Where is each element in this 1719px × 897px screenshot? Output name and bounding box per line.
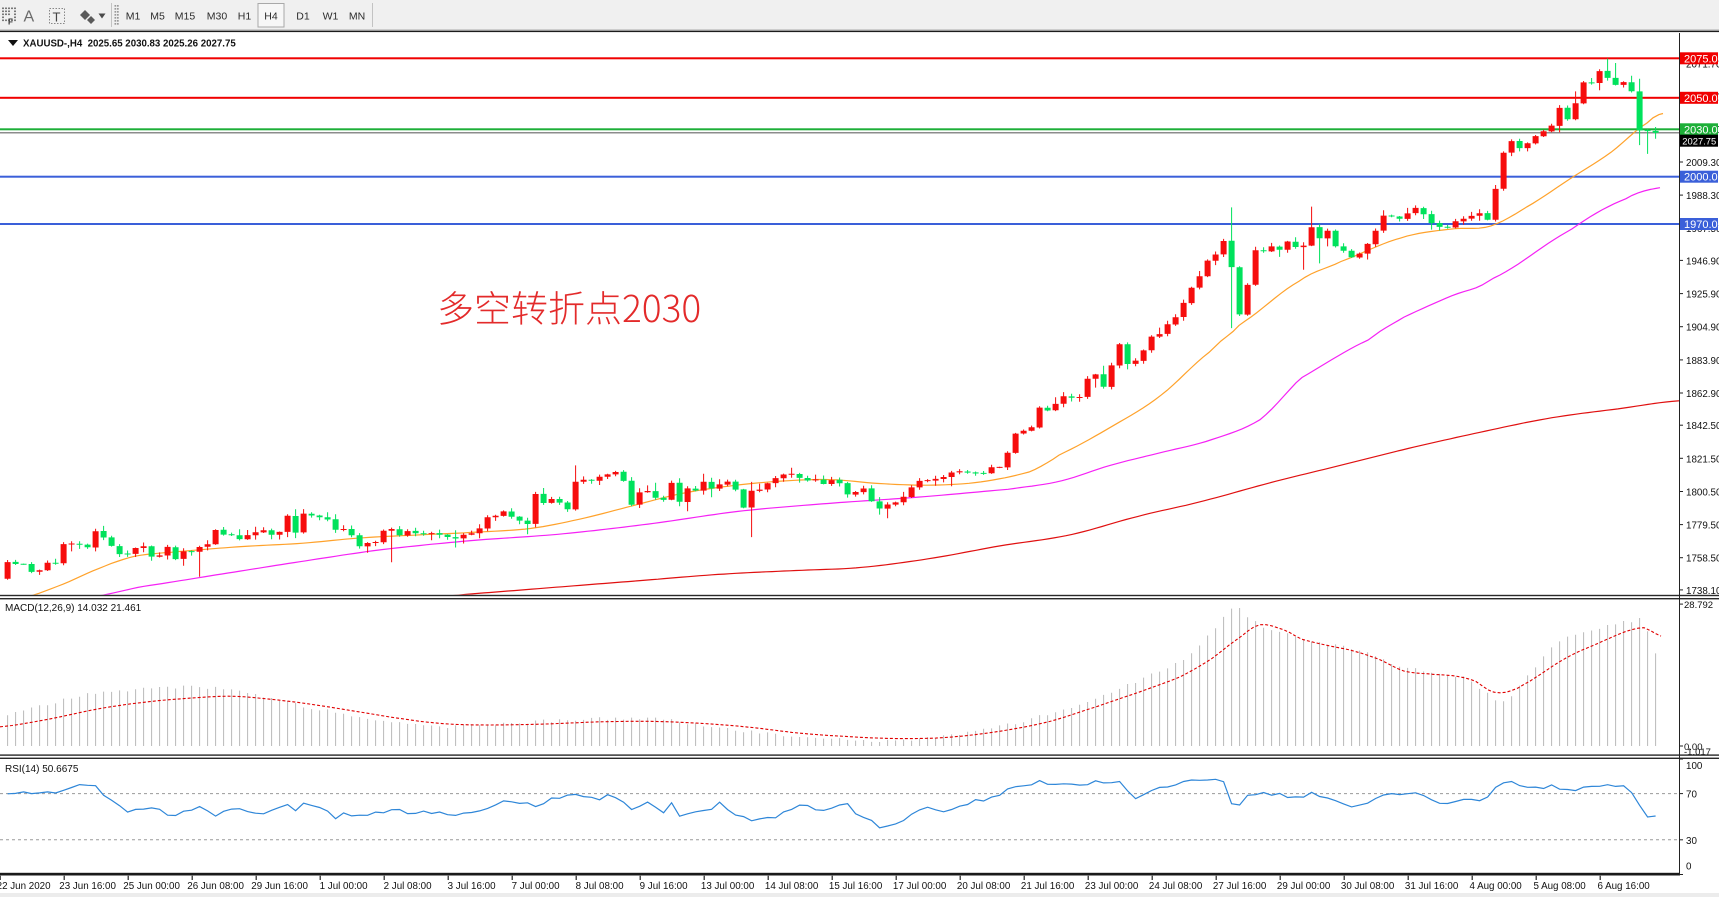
svg-text:RSI(14) 50.6675: RSI(14) 50.6675 (5, 764, 79, 775)
svg-text:1988.30: 1988.30 (1686, 191, 1719, 202)
svg-text:1800.50: 1800.50 (1686, 488, 1719, 499)
svg-text:XAUUSD-,H4 2025.65 2030.83 20: XAUUSD-,H4 2025.65 2030.83 2025.26 2027.… (23, 39, 236, 50)
svg-text:70: 70 (1686, 790, 1697, 801)
svg-text:29 Jul 00:00: 29 Jul 00:00 (1277, 881, 1331, 892)
svg-text:26 Jun 08:00: 26 Jun 08:00 (187, 881, 244, 892)
svg-text:1970.00: 1970.00 (1684, 219, 1719, 231)
svg-text:9 Jul 16:00: 9 Jul 16:00 (640, 881, 688, 892)
svg-text:5 Aug 08:00: 5 Aug 08:00 (1533, 881, 1586, 892)
svg-text:1925.90: 1925.90 (1686, 290, 1719, 301)
svg-text:8 Jul 08:00: 8 Jul 08:00 (576, 881, 624, 892)
svg-text:M5: M5 (150, 11, 165, 23)
svg-text:14 Jul 08:00: 14 Jul 08:00 (765, 881, 819, 892)
svg-text:27 Jul 16:00: 27 Jul 16:00 (1213, 881, 1267, 892)
svg-text:21 Jul 16:00: 21 Jul 16:00 (1021, 881, 1075, 892)
svg-text:2000.00: 2000.00 (1684, 172, 1719, 184)
svg-text:2075.00: 2075.00 (1684, 53, 1719, 65)
svg-text:1738.10: 1738.10 (1686, 586, 1719, 597)
svg-text:28.792: 28.792 (1684, 600, 1713, 611)
svg-text:20 Jul 08:00: 20 Jul 08:00 (957, 881, 1011, 892)
svg-text:1883.90: 1883.90 (1686, 356, 1719, 367)
svg-text:31 Jul 16:00: 31 Jul 16:00 (1405, 881, 1459, 892)
svg-text:30 Jul 08:00: 30 Jul 08:00 (1341, 881, 1395, 892)
svg-text:2071.70: 2071.70 (1686, 60, 1719, 71)
svg-text:22 Jun 2020: 22 Jun 2020 (0, 881, 51, 892)
svg-text:6 Aug 16:00: 6 Aug 16:00 (1597, 881, 1650, 892)
svg-text:1946.90: 1946.90 (1686, 256, 1719, 267)
svg-text:T: T (53, 10, 61, 25)
svg-text:F: F (8, 18, 13, 27)
svg-text:0.00: 0.00 (1684, 742, 1703, 753)
svg-text:2027.75: 2027.75 (1682, 135, 1716, 146)
svg-text:1821.50: 1821.50 (1686, 454, 1719, 465)
svg-text:4 Aug 00:00: 4 Aug 00:00 (1469, 881, 1522, 892)
svg-text:D1: D1 (296, 11, 310, 23)
svg-text:1842.50: 1842.50 (1686, 421, 1719, 432)
svg-text:1862.90: 1862.90 (1686, 389, 1719, 400)
svg-text:24 Jul 08:00: 24 Jul 08:00 (1149, 881, 1203, 892)
svg-text:M1: M1 (126, 11, 141, 23)
svg-text:1 Jul 00:00: 1 Jul 00:00 (320, 881, 368, 892)
svg-text:1904.90: 1904.90 (1686, 323, 1719, 334)
svg-text:2009.30: 2009.30 (1686, 158, 1719, 169)
svg-text:M30: M30 (207, 11, 228, 23)
svg-text:15 Jul 16:00: 15 Jul 16:00 (829, 881, 883, 892)
svg-text:3 Jul 16:00: 3 Jul 16:00 (448, 881, 496, 892)
svg-text:0: 0 (1686, 862, 1692, 873)
svg-text:17 Jul 00:00: 17 Jul 00:00 (893, 881, 947, 892)
svg-text:MN: MN (349, 11, 365, 23)
svg-text:29 Jun 16:00: 29 Jun 16:00 (251, 881, 308, 892)
svg-text:23 Jul 00:00: 23 Jul 00:00 (1085, 881, 1139, 892)
svg-text:W1: W1 (323, 11, 339, 23)
svg-text:100: 100 (1686, 761, 1703, 772)
svg-text:25 Jun 00:00: 25 Jun 00:00 (123, 881, 180, 892)
svg-text:MACD(12,26,9) 14.032 21.461: MACD(12,26,9) 14.032 21.461 (5, 603, 142, 614)
svg-text:H4: H4 (264, 11, 278, 23)
svg-text:1779.50: 1779.50 (1686, 521, 1719, 532)
svg-text:A: A (24, 9, 35, 26)
svg-text:H1: H1 (238, 11, 252, 23)
svg-text:2030.00: 2030.00 (1684, 124, 1719, 136)
svg-text:23 Jun 16:00: 23 Jun 16:00 (59, 881, 116, 892)
svg-text:1758.50: 1758.50 (1686, 554, 1719, 565)
svg-text:30: 30 (1686, 836, 1697, 847)
svg-text:2 Jul 08:00: 2 Jul 08:00 (384, 881, 432, 892)
svg-text:-1.017: -1.017 (1684, 747, 1711, 758)
svg-text:2050.00: 2050.00 (1684, 93, 1719, 105)
svg-text:7 Jul 00:00: 7 Jul 00:00 (512, 881, 560, 892)
svg-text:13 Jul 00:00: 13 Jul 00:00 (701, 881, 755, 892)
svg-text:M15: M15 (175, 11, 196, 23)
